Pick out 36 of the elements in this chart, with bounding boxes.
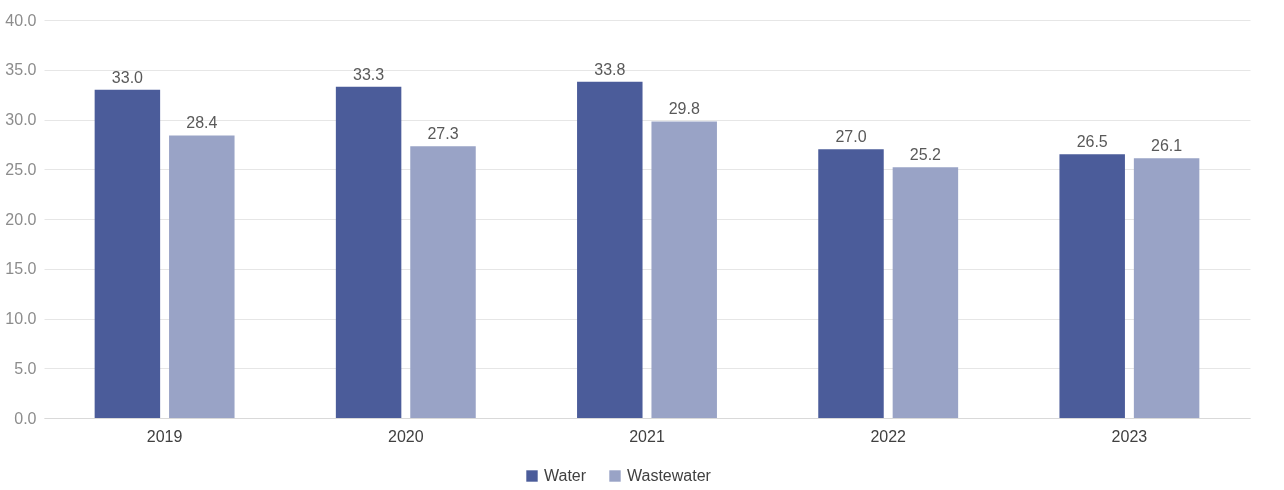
data-label: 26.5 [1076, 133, 1108, 151]
x-tick-label: 2023 [1111, 427, 1148, 445]
data-label: 33.8 [594, 60, 626, 78]
data-label: 28.4 [186, 114, 218, 132]
x-tick-label: 2020 [388, 427, 424, 445]
data-label: 25.2 [909, 146, 942, 164]
bar [651, 121, 717, 418]
bar [818, 149, 884, 418]
bar [892, 167, 959, 418]
y-tick-label: 20.0 [5, 210, 37, 228]
bar [1059, 154, 1125, 418]
bar [169, 135, 235, 418]
legend-label: Water [544, 467, 587, 484]
bar [410, 146, 476, 418]
y-tick-label: 40.0 [5, 11, 37, 29]
data-label: 27.3 [427, 125, 459, 143]
legend-label: Wastewater [627, 467, 712, 484]
bar [335, 86, 402, 418]
data-label: 26.1 [1151, 137, 1183, 155]
y-tick-label: 25.0 [5, 160, 37, 178]
bar [94, 89, 161, 418]
data-label: 29.8 [668, 100, 700, 118]
y-tick-label: 30.0 [5, 111, 37, 128]
data-label: 33.0 [111, 68, 144, 86]
y-tick-label: 15.0 [5, 260, 37, 278]
y-tick-label: 5.0 [14, 359, 37, 377]
y-tick-label: 0.0 [14, 409, 37, 427]
x-tick-label: 2022 [870, 427, 907, 445]
y-tick-label: 35.0 [5, 61, 37, 79]
data-label: 33.3 [353, 65, 385, 83]
data-label: 27.0 [835, 128, 867, 146]
x-tick-label: 2019 [146, 427, 183, 445]
x-tick-label: 2021 [629, 427, 665, 445]
bar [577, 81, 643, 418]
bar [1133, 158, 1200, 418]
y-tick-label: 10.0 [5, 310, 37, 327]
